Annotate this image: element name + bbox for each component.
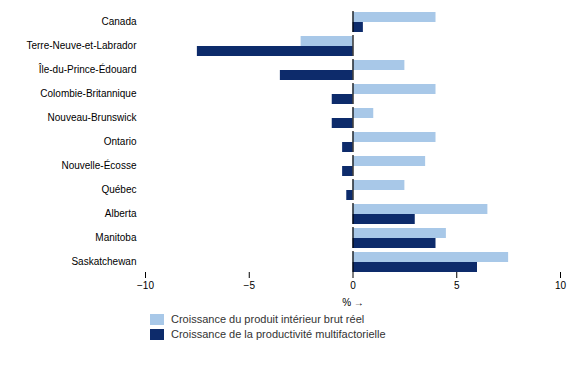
svg-text:Terre-Neuve-et-Labrador: Terre-Neuve-et-Labrador	[26, 40, 137, 51]
svg-text:−5: −5	[244, 280, 256, 291]
svg-text:5: 5	[454, 280, 460, 291]
svg-text:Québec: Québec	[101, 184, 136, 195]
svg-text:Colombie-Britannique: Colombie-Britannique	[40, 88, 137, 99]
svg-text:Île-du-Prince-Édouard: Île-du-Prince-Édouard	[38, 63, 137, 75]
svg-text:Canada: Canada	[101, 16, 136, 27]
svg-text:Nouvelle-Écosse: Nouvelle-Écosse	[61, 159, 136, 171]
svg-text:Saskatchewan: Saskatchewan	[71, 256, 136, 267]
html-text:Croissance du produit intérieu: Croissance du produit intérieur brut rée…	[171, 313, 365, 325]
html-text:Croissance de la productivité: Croissance de la productivité multifacto…	[171, 328, 386, 340]
svg-text:Ontario: Ontario	[104, 136, 137, 147]
svg-text:10: 10	[555, 280, 567, 291]
svg-text:Alberta: Alberta	[105, 208, 137, 219]
svg-text:Nouveau-Brunswick: Nouveau-Brunswick	[48, 112, 138, 123]
svg-text:−10: −10	[137, 280, 154, 291]
svg-text:0: 0	[350, 280, 356, 291]
svg-text:% →: % →	[342, 297, 364, 308]
svg-text:Manitoba: Manitoba	[95, 232, 137, 243]
